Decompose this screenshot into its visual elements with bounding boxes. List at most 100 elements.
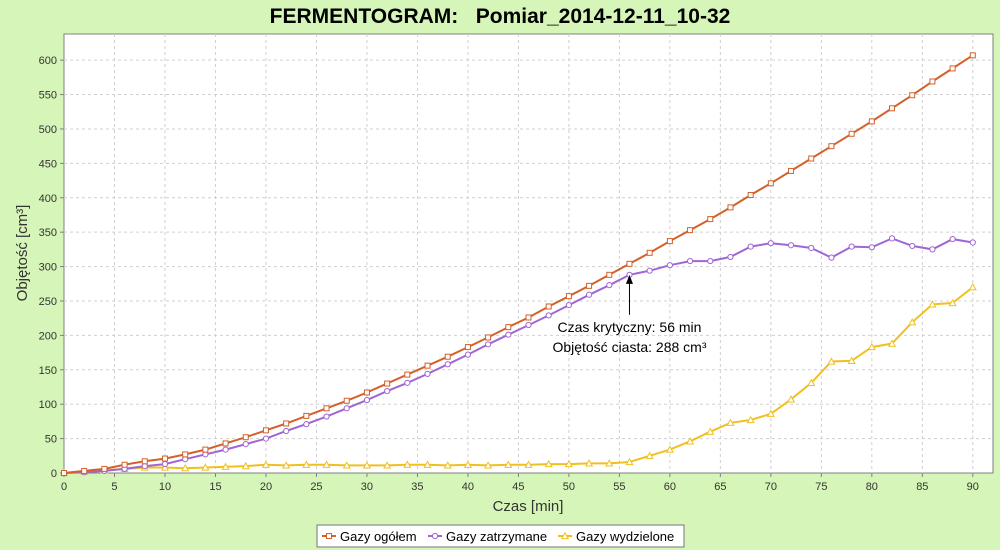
data-point [524, 460, 533, 468]
y-tick-label: 500 [39, 124, 57, 136]
x-tick-label: 40 [462, 481, 474, 493]
data-point [404, 379, 411, 386]
data-point [887, 339, 897, 347]
data-point [606, 271, 613, 278]
data-point [767, 240, 774, 247]
x-tick-label: 35 [411, 481, 423, 493]
data-point [423, 460, 432, 468]
data-point [160, 463, 170, 471]
data-point [464, 344, 471, 351]
data-point [384, 388, 391, 395]
data-point [182, 451, 189, 458]
data-point [141, 458, 148, 465]
data-point [565, 302, 572, 309]
data-point [625, 457, 634, 466]
y-tick-label: 100 [39, 399, 57, 411]
data-point [484, 461, 493, 469]
data-point [363, 389, 370, 396]
data-point [827, 357, 836, 365]
data-point [949, 65, 956, 72]
data-point [564, 459, 573, 468]
data-point [505, 331, 512, 338]
data-point [586, 282, 593, 289]
data-point [504, 460, 513, 468]
data-point [463, 460, 472, 468]
chart-title: FERMENTOGRAM: Pomiar_2014-12-11_10-32 [270, 5, 731, 28]
legend: Gazy ogółem Gazy zatrzymane Gazy wydzielon… [316, 524, 685, 548]
data-point [424, 362, 431, 369]
data-point [283, 420, 290, 427]
data-point [848, 243, 855, 250]
data-point [121, 461, 128, 468]
data-point [928, 300, 937, 308]
data-point [909, 92, 916, 99]
data-point [606, 282, 613, 289]
data-point [404, 371, 411, 378]
data-point [646, 249, 653, 256]
data-point [828, 254, 835, 261]
x-axis-label: Czas [min] [493, 498, 564, 515]
data-point [686, 257, 694, 265]
data-point [303, 421, 310, 428]
data-point [61, 470, 67, 476]
data-point [403, 460, 412, 468]
data-point [707, 257, 714, 265]
data-point [787, 242, 795, 249]
data-point [808, 244, 815, 252]
data-point [786, 395, 796, 403]
x-tick-label: 25 [310, 481, 322, 493]
legend-entry: Gazy zatrzymane [446, 529, 547, 544]
data-point [261, 460, 271, 468]
data-point [544, 459, 553, 468]
data-point [808, 155, 815, 162]
annotation-arrow-head [625, 274, 633, 284]
data-point [444, 353, 451, 360]
data-point [202, 446, 209, 453]
data-point [867, 342, 876, 351]
data-point [848, 130, 855, 137]
data-point [888, 235, 896, 242]
x-tick-label: 80 [866, 481, 878, 493]
data-point [788, 167, 795, 174]
data-point [201, 463, 210, 471]
data-point [323, 405, 330, 412]
x-tick-label: 75 [815, 481, 827, 493]
data-point [889, 105, 896, 112]
data-point [665, 445, 674, 453]
x-tick-label: 15 [209, 481, 221, 493]
data-point [241, 461, 250, 470]
data-point [464, 351, 472, 358]
data-point [485, 334, 492, 341]
data-point [343, 397, 350, 404]
data-point [505, 324, 512, 331]
data-point [847, 356, 856, 364]
data-point [525, 321, 532, 329]
data-point [363, 396, 371, 404]
data-point [181, 463, 190, 472]
data-point [242, 434, 249, 441]
x-tick-label: 90 [967, 481, 979, 493]
x-tick-label: 30 [361, 481, 373, 493]
data-point [969, 239, 976, 246]
x-tick-label: 70 [765, 481, 777, 493]
data-point [727, 253, 734, 261]
series-layer [59, 52, 977, 477]
y-tick-label: 0 [51, 468, 57, 480]
series-line [63, 54, 974, 474]
data-point [746, 415, 755, 424]
legend-swatch-marker [431, 532, 439, 540]
series-gazy-og-em [61, 52, 976, 476]
data-point [706, 427, 715, 435]
data-point [342, 461, 351, 469]
data-point [828, 143, 835, 150]
data-point [929, 78, 936, 85]
data-point [262, 435, 270, 442]
x-tick-label: 60 [664, 481, 676, 493]
data-point [949, 235, 956, 243]
data-point [626, 260, 633, 267]
data-point [323, 413, 330, 420]
y-tick-label: 250 [39, 296, 57, 308]
y-tick-label: 150 [39, 365, 57, 377]
x-tick-label: 50 [563, 481, 575, 493]
data-point [303, 412, 310, 419]
